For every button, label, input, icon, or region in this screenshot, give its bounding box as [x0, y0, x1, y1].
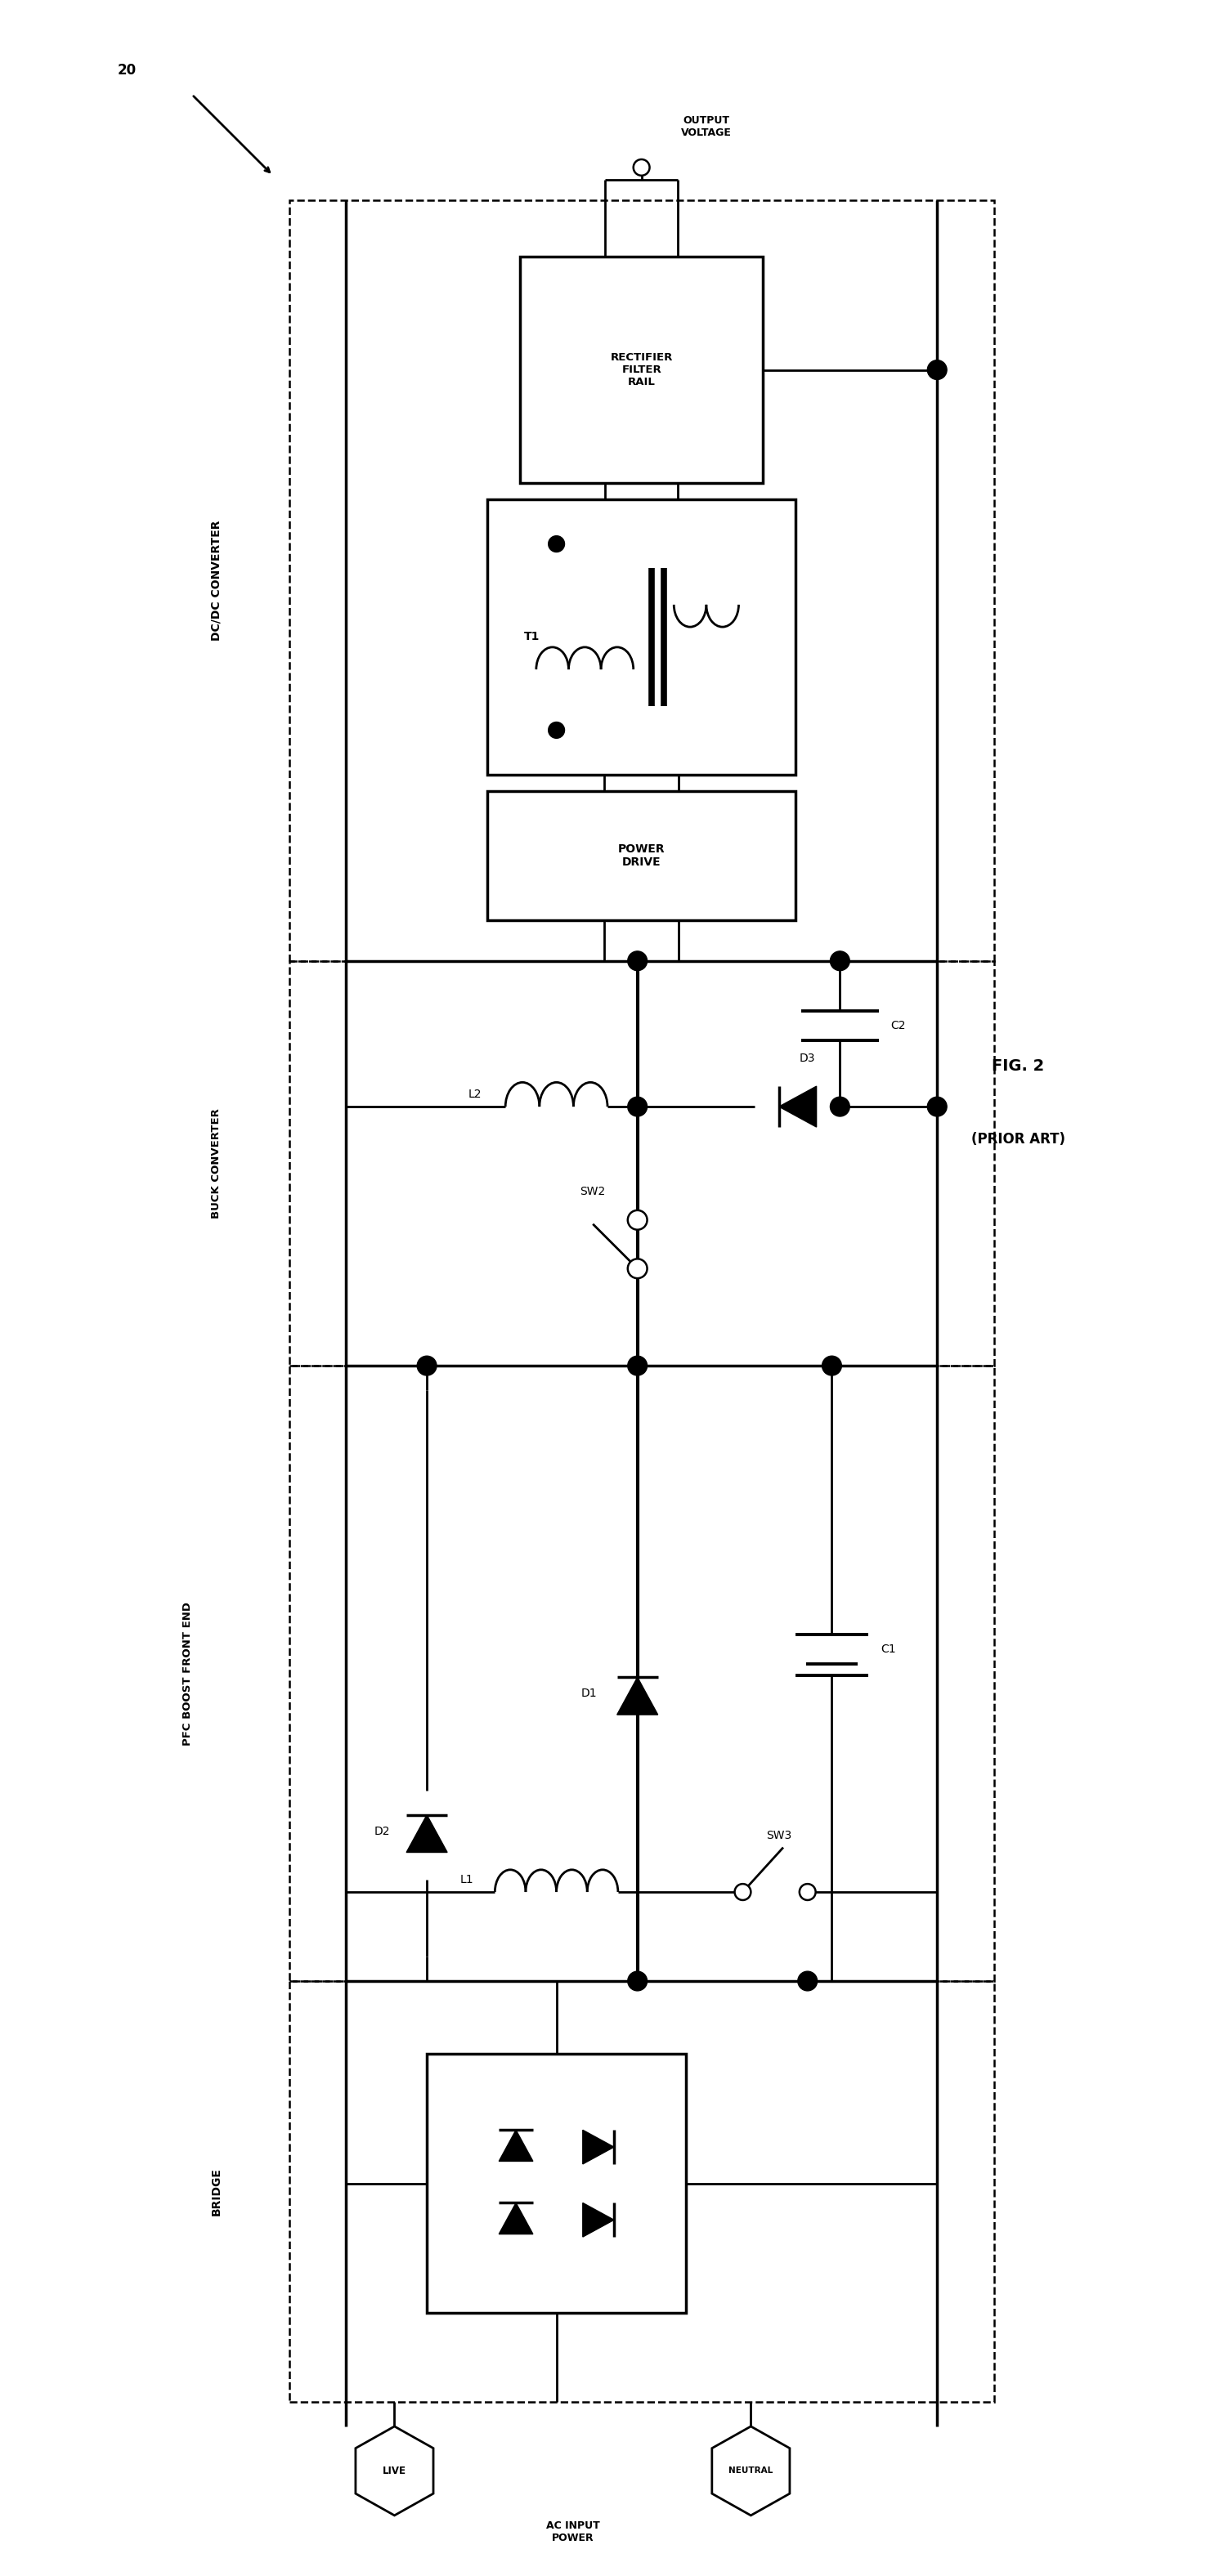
Circle shape [628, 1211, 647, 1229]
Bar [488, 791, 795, 920]
Polygon shape [617, 1677, 658, 1716]
Text: FIG. 2: FIG. 2 [992, 1059, 1045, 1074]
Text: RECTIFIER
FILTER
RAIL: RECTIFIER FILTER RAIL [611, 353, 673, 386]
Circle shape [628, 1260, 647, 1278]
Circle shape [928, 1097, 947, 1115]
Text: L1: L1 [460, 1875, 473, 1886]
Text: BRIDGE: BRIDGE [211, 2166, 222, 2215]
Text: BUCK CONVERTER: BUCK CONVERTER [211, 1108, 222, 1218]
Circle shape [549, 536, 564, 551]
Circle shape [830, 1097, 850, 1115]
Circle shape [822, 1355, 841, 1376]
Polygon shape [406, 1816, 447, 1852]
Circle shape [628, 951, 647, 971]
Polygon shape [583, 2130, 614, 2164]
Circle shape [735, 1883, 751, 1901]
Bar [289, 201, 993, 961]
Polygon shape [779, 1087, 817, 1128]
Bar [521, 258, 763, 484]
Circle shape [797, 1971, 817, 1991]
Bar [289, 1365, 993, 1981]
Bar [427, 2053, 686, 2313]
Text: (PRIOR ART): (PRIOR ART) [972, 1131, 1065, 1146]
Polygon shape [356, 2427, 433, 2514]
Text: 20: 20 [118, 62, 137, 77]
Circle shape [417, 1355, 436, 1376]
Circle shape [928, 361, 947, 379]
Text: D3: D3 [800, 1054, 816, 1064]
Text: T1: T1 [524, 631, 540, 644]
Polygon shape [712, 2427, 790, 2514]
Polygon shape [499, 2130, 533, 2161]
Text: SW3: SW3 [767, 1829, 792, 1842]
Text: SW2: SW2 [580, 1185, 606, 1198]
Text: PFC BOOST FRONT END: PFC BOOST FRONT END [183, 1602, 194, 1747]
Circle shape [800, 1883, 816, 1901]
Text: NEUTRAL: NEUTRAL [729, 2468, 773, 2476]
Polygon shape [499, 2202, 533, 2233]
Text: D2: D2 [374, 1826, 390, 1837]
Text: D1: D1 [580, 1687, 597, 1700]
Text: C2: C2 [891, 1020, 906, 1030]
Circle shape [628, 1097, 647, 1115]
Circle shape [830, 951, 850, 971]
Circle shape [634, 160, 650, 175]
Bar [488, 500, 795, 775]
Text: POWER
DRIVE: POWER DRIVE [618, 842, 666, 868]
Text: LIVE: LIVE [383, 2465, 406, 2476]
Circle shape [628, 1971, 647, 1991]
Bar [289, 1981, 993, 2401]
Text: C1: C1 [881, 1643, 896, 1654]
Text: OUTPUT
VOLTAGE: OUTPUT VOLTAGE [681, 116, 731, 139]
Polygon shape [583, 2202, 614, 2236]
Text: L2: L2 [468, 1090, 482, 1100]
Text: DC/DC CONVERTER: DC/DC CONVERTER [211, 520, 222, 641]
Text: AC INPUT
POWER: AC INPUT POWER [546, 2519, 600, 2543]
Circle shape [628, 1355, 647, 1376]
Bar [289, 961, 993, 1365]
Circle shape [549, 721, 564, 739]
